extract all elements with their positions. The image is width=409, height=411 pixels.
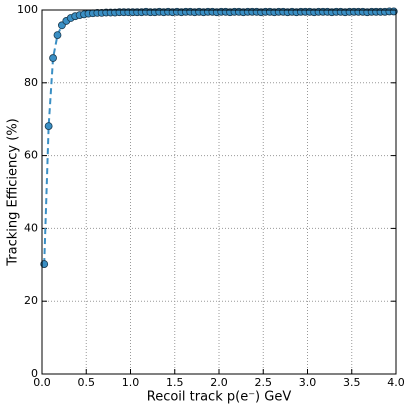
data-point [49, 54, 57, 62]
x-tick-label: 0.0 [33, 376, 51, 389]
y-tick-label: 60 [24, 149, 38, 162]
data-point [44, 122, 53, 131]
x-tick-label: 4.0 [387, 376, 405, 389]
x-tick-label: 1.0 [122, 376, 140, 389]
y-axis-label: Tracking Efficiency (%) [6, 118, 21, 267]
y-tick-label: 20 [24, 294, 38, 307]
y-tick-label: 40 [24, 221, 38, 234]
y-tick-label: 100 [17, 3, 38, 16]
data-point [53, 31, 62, 40]
plot-frame [41, 9, 397, 375]
x-tick-label: 0.5 [78, 376, 96, 389]
x-tick-label: 3.5 [343, 376, 361, 389]
x-tick-label: 2.0 [210, 376, 228, 389]
x-tick-label: 3.0 [299, 376, 317, 389]
x-tick-label: 1.5 [166, 376, 184, 389]
x-tick-label: 2.5 [255, 376, 273, 389]
x-axis-label: Recoil track p(e⁻) GeV [147, 390, 292, 405]
y-tick-label: 0 [31, 367, 38, 380]
y-tick-label: 80 [24, 76, 38, 89]
